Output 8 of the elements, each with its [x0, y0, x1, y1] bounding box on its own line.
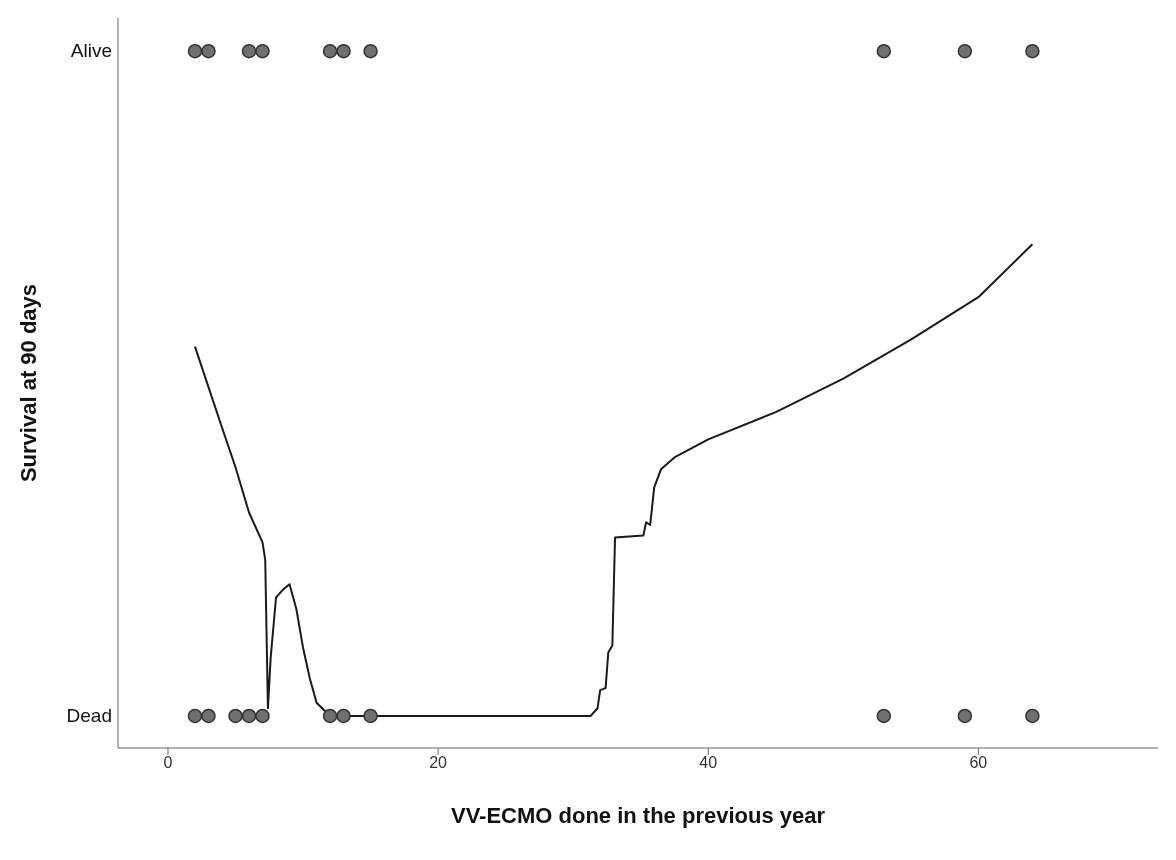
x-axis-title: VV-ECMO done in the previous year: [450, 803, 826, 828]
text: Alive: [70, 39, 112, 64]
text: Dead: [66, 703, 112, 728]
x-tick-label: 20: [429, 754, 448, 772]
x-tick-label: 0: [163, 754, 173, 772]
x-tick-label: 60: [969, 754, 988, 772]
x-tick-label: 40: [699, 754, 718, 772]
y-axis-title: Survival at 90 days: [15, 283, 41, 483]
